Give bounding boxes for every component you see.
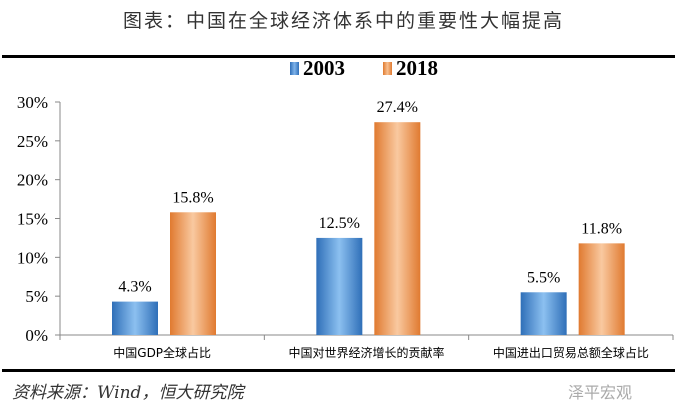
y-tick-label: 0% <box>25 326 48 345</box>
y-tick-label: 25% <box>17 132 48 151</box>
top-divider <box>2 55 675 58</box>
legend-swatch-2018 <box>383 62 392 75</box>
x-tick-label: 中国进出口贸易总额全球占比 <box>493 345 649 360</box>
source-note: 资料来源：Wind，恒大研究院 <box>12 383 244 403</box>
data-label: 12.5% <box>319 215 360 232</box>
legend-label-2003: 2003 <box>303 56 345 80</box>
bar-2003 <box>520 292 567 335</box>
y-tick-label: 15% <box>17 210 48 229</box>
watermark: 泽平宏观 <box>568 383 633 402</box>
y-tick-label: 20% <box>17 171 48 190</box>
bar-2018 <box>374 122 421 336</box>
figure-title: 图表：中国在全球经济体系中的重要性大幅提高 <box>122 10 564 32</box>
x-tick-label: 中国GDP全球占比 <box>113 345 211 360</box>
y-tick-label: 5% <box>25 287 48 306</box>
data-label: 15.8% <box>172 189 213 206</box>
y-tick-label: 10% <box>17 248 48 267</box>
legend-label-2018: 2018 <box>396 56 438 80</box>
bar-2003 <box>316 237 363 335</box>
x-tick-label: 中国对世界经济增长的贡献率 <box>288 345 444 360</box>
data-label: 4.3% <box>118 279 151 296</box>
data-label: 5.5% <box>527 269 560 286</box>
legend: 2003 2018 <box>290 56 438 81</box>
data-label: 27.4% <box>377 99 418 116</box>
data-label: 11.8% <box>581 220 622 237</box>
y-tick-label: 30% <box>17 93 48 112</box>
bar-2018 <box>578 243 625 335</box>
bottom-divider <box>2 369 675 372</box>
bar-2018 <box>170 212 216 335</box>
legend-swatch-2003 <box>290 62 299 75</box>
bar-2003 <box>112 301 158 335</box>
